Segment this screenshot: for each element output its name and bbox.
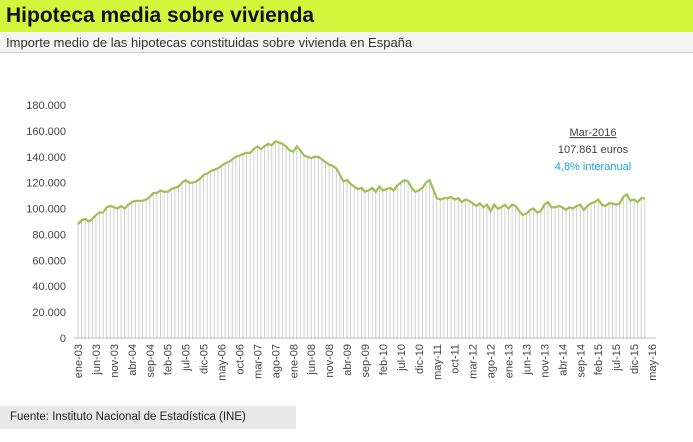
annotation-value: 107.861 euros: [558, 144, 629, 156]
x-tick-label: oct-06: [234, 344, 246, 375]
x-tick-label: jul-10: [396, 344, 408, 372]
x-tick-label: jul-05: [181, 344, 193, 372]
x-tick-label: sep-04: [145, 344, 157, 378]
chart-title: Hipoteca media sobre vivienda: [0, 0, 693, 32]
annotation-date: Mar-2016: [569, 127, 616, 139]
y-tick-label: 140.000: [26, 152, 66, 164]
x-tick-label: may-06: [217, 344, 229, 381]
x-tick-label: dic-05: [199, 344, 211, 374]
x-tick-label: sep-14: [575, 344, 587, 378]
x-tick-label: abr-14: [557, 344, 569, 376]
x-tick-label: feb-05: [163, 344, 175, 375]
x-tick-label: dic-15: [629, 344, 641, 374]
x-tick-label: sep-09: [360, 344, 372, 378]
x-tick-label: nov-03: [109, 344, 121, 378]
x-tick-label: mar-07: [252, 344, 264, 379]
y-tick-label: 0: [60, 333, 66, 345]
y-tick-label: 180.000: [26, 100, 66, 112]
x-tick-label: abr-09: [342, 344, 354, 376]
annotation-change: 4,8% interanual: [555, 161, 631, 173]
y-tick-label: 60.000: [32, 255, 66, 267]
x-tick-label: nov-08: [324, 344, 336, 378]
y-tick-label: 40.000: [32, 281, 66, 293]
chart: Mar-2016 107.861 euros 4,8% interanual 0…: [26, 100, 659, 381]
x-tick-label: abr-04: [127, 344, 139, 376]
y-tick-label: 100.000: [26, 204, 66, 216]
y-tick-label: 120.000: [26, 178, 66, 190]
x-tick-label: may-11: [432, 344, 444, 380]
source: Fuente: Instituto Nacional de Estadístic…: [0, 406, 296, 429]
x-tick-label: ago-12: [486, 344, 498, 378]
x-tick-label: jul-15: [611, 344, 623, 372]
x-tick-label: nov-13: [539, 344, 551, 378]
x-tick-label: jun-13: [521, 344, 533, 376]
y-tick-label: 80.000: [32, 229, 66, 241]
x-tick-label: ene-03: [73, 344, 85, 378]
chart-subtitle: Importe medio de las hipotecas constitui…: [0, 33, 693, 53]
x-tick-label: feb-10: [378, 344, 390, 375]
x-tick-label: may-16: [647, 344, 659, 381]
x-tick-label: jun-03: [91, 344, 103, 376]
y-tick-label: 160.000: [26, 126, 66, 138]
x-tick-label: feb-15: [593, 344, 605, 375]
x-tick-label: mar-12: [468, 344, 480, 379]
x-tick-label: jun-08: [306, 344, 318, 376]
x-tick-label: dic-10: [414, 344, 426, 374]
x-tick-label: ene-08: [288, 344, 300, 378]
y-tick-label: 20.000: [32, 307, 66, 319]
data-line: [77, 139, 645, 225]
x-tick-label: oct-11: [450, 344, 462, 374]
x-tick-label: ago-07: [270, 344, 282, 378]
x-tick-label: ene-13: [504, 344, 516, 378]
